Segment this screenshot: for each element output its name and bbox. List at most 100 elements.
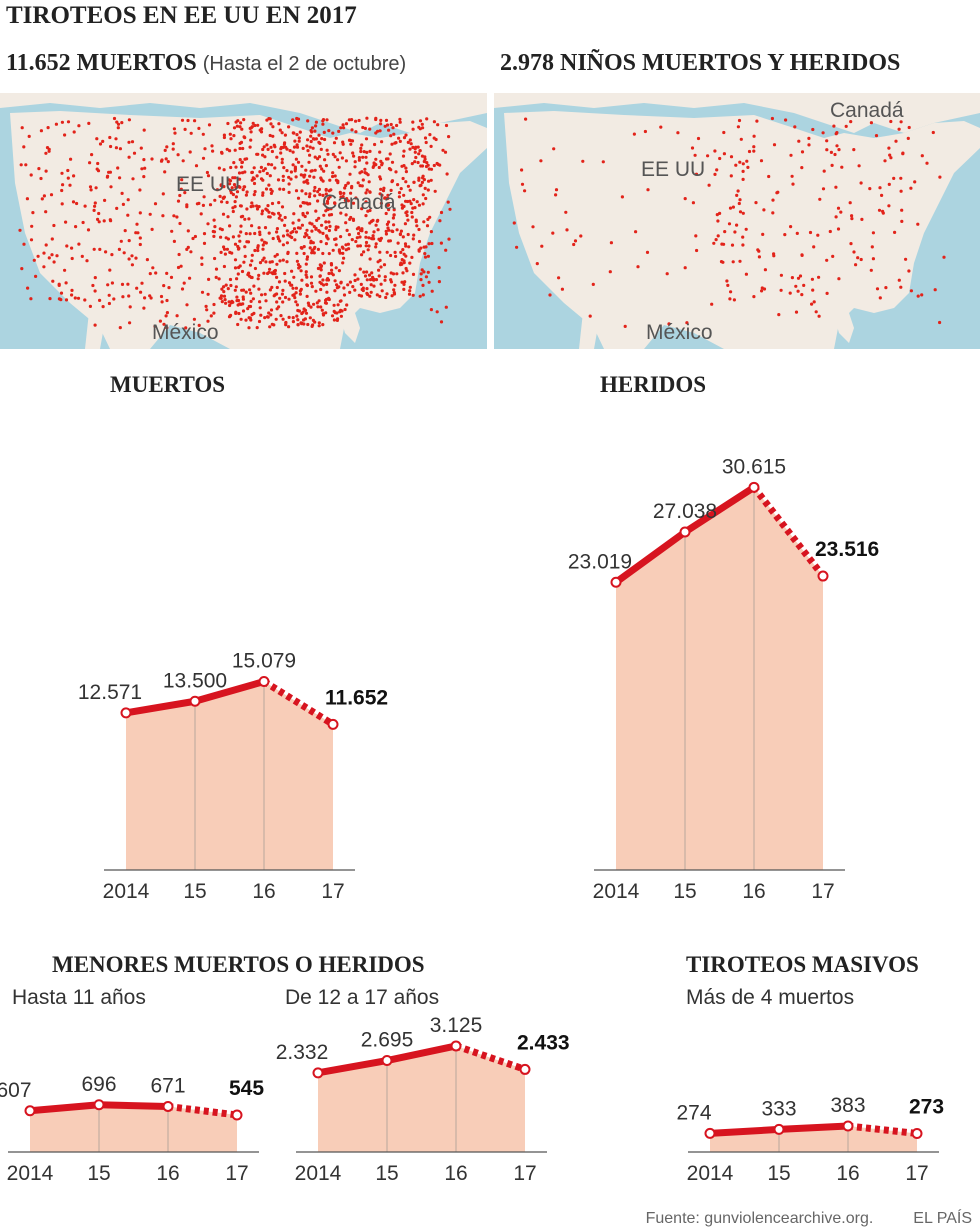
map-dot: [554, 188, 559, 192]
map-dot: [333, 174, 337, 178]
section-title-menores: MENORES MUERTOS O HERIDOS: [52, 952, 425, 977]
map-dot: [387, 228, 391, 232]
chart-point: [258, 676, 270, 688]
chart-point: [312, 1067, 324, 1079]
map-dot: [363, 126, 367, 130]
map-dot: [294, 175, 298, 179]
map-dot: [302, 307, 306, 311]
map-dot: [213, 225, 217, 229]
map-dot: [201, 156, 206, 160]
map-dot: [292, 145, 297, 149]
map-dot: [304, 262, 308, 266]
map-dot: [392, 213, 396, 217]
map-dot: [601, 160, 605, 164]
map-dot: [421, 126, 425, 130]
map-dot: [68, 183, 72, 187]
map-dot: [333, 289, 337, 293]
map-dot: [339, 211, 343, 215]
map-dot: [268, 117, 272, 121]
map-dot: [55, 254, 59, 258]
map-dot: [324, 187, 328, 192]
map-dot: [299, 173, 303, 177]
map-dot: [319, 240, 323, 244]
map-dot: [182, 281, 186, 285]
map-dot: [335, 286, 339, 290]
map-dot: [901, 152, 905, 156]
map-dot: [317, 133, 321, 137]
map-dot: [169, 275, 174, 279]
map-dot: [20, 267, 24, 271]
map-dot: [359, 282, 363, 286]
map-dot: [933, 288, 937, 292]
map-dot: [318, 263, 322, 267]
map-dot: [277, 211, 281, 215]
map-dot: [265, 208, 269, 212]
map-dot: [735, 193, 739, 197]
map-dot: [350, 118, 354, 122]
map-dot: [275, 230, 279, 234]
map-dot: [226, 287, 230, 291]
map-dot: [745, 159, 749, 163]
map-dot: [390, 179, 395, 183]
map-dot: [245, 157, 249, 161]
map-dot: [310, 229, 314, 233]
map-dot: [439, 320, 444, 324]
map-dot: [220, 151, 224, 155]
map-dot: [909, 289, 913, 293]
map-dot: [52, 260, 56, 264]
map-dot: [426, 188, 430, 192]
map-dot: [404, 254, 408, 258]
map-dot: [106, 283, 110, 287]
map-dot: [115, 120, 119, 124]
map-dot: [243, 254, 247, 258]
map-dot: [520, 168, 524, 172]
map-dot: [188, 150, 192, 154]
map-dot: [437, 266, 441, 270]
map-dot: [280, 161, 284, 165]
map-dot: [422, 220, 426, 224]
map-dot: [108, 135, 112, 140]
map-dot: [364, 171, 368, 175]
map-dot: [293, 296, 297, 300]
map-dot: [291, 118, 295, 122]
map-dot: [119, 239, 123, 243]
map-dot: [96, 161, 100, 166]
map-dot: [421, 193, 425, 197]
map-dot: [241, 146, 245, 151]
map-dot: [718, 156, 722, 161]
map-dot: [192, 317, 196, 321]
map-dot: [277, 201, 281, 205]
map-dot: [228, 224, 232, 228]
map-dot: [139, 146, 143, 150]
map-dot: [260, 209, 265, 213]
map-dot: [564, 210, 568, 214]
map-dot: [393, 250, 397, 254]
map-dot: [321, 278, 325, 282]
map-dot: [284, 145, 288, 149]
map-dot: [309, 134, 313, 138]
map-dot: [300, 164, 304, 168]
map-dot: [747, 149, 752, 154]
chart-value-label: 3.125: [430, 1014, 483, 1037]
chart-line-dashed: [751, 485, 826, 579]
map-dot: [98, 142, 103, 146]
map-dot: [61, 183, 65, 187]
map-dot: [327, 228, 331, 233]
map-dot: [365, 116, 369, 120]
map-dot: [281, 174, 285, 178]
map-dot: [432, 163, 436, 168]
map-dot: [118, 176, 122, 180]
map-dot: [213, 256, 217, 261]
map-dot: [30, 224, 34, 228]
map-dot: [312, 175, 316, 179]
map-dot: [289, 177, 293, 181]
map-dot: [96, 217, 100, 221]
map-dot: [437, 280, 441, 284]
map-dot: [271, 236, 275, 241]
map-dot: [825, 148, 829, 152]
map-dot: [270, 260, 274, 264]
map-dot: [105, 175, 109, 179]
map-dot: [390, 294, 394, 298]
map-dot: [219, 235, 223, 239]
map-dot: [307, 160, 311, 164]
